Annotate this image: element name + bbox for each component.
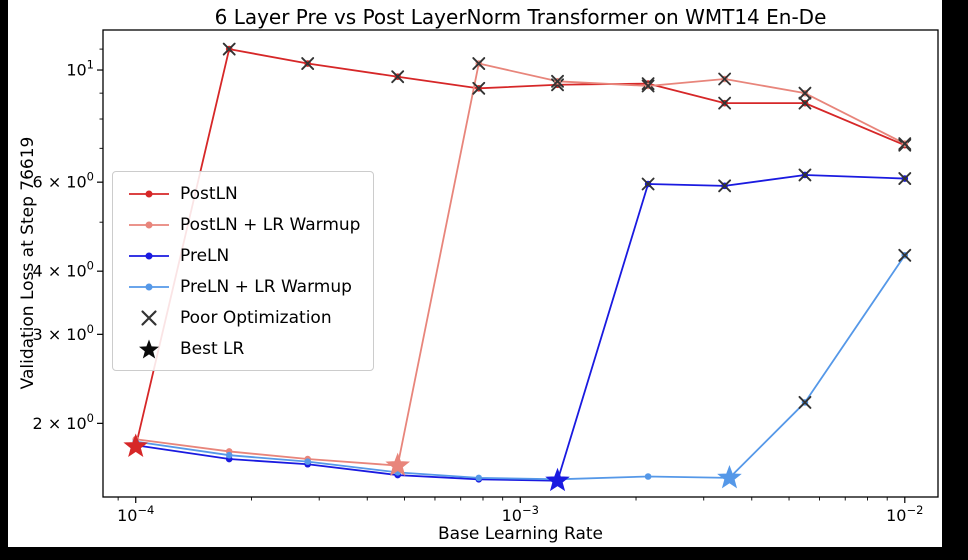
best-lr-marker <box>545 467 570 492</box>
star-marker-icon <box>139 339 159 358</box>
legend-item-label: PreLN + LR Warmup <box>180 276 352 297</box>
chart-title: 6 Layer Pre vs Post LayerNorm Transforme… <box>214 5 827 29</box>
series-line-preln <box>135 174 905 482</box>
best-lr-marker <box>385 452 410 477</box>
series-line-postln-lr-warmup <box>135 62 906 467</box>
poor-optimization-marker <box>718 179 732 193</box>
poor-optimization-marker <box>898 137 912 151</box>
poor-optimization-marker <box>472 81 486 95</box>
legend-star <box>139 339 159 358</box>
legend: PostLN PostLN + LR Warmup PreLN PreLN + LR … <box>112 171 375 371</box>
x-tick-label: 10−2 <box>886 503 923 525</box>
line-dot-marker-icon <box>129 283 169 290</box>
data-point <box>304 458 311 465</box>
poor-optimization-marker <box>798 96 812 110</box>
poor-optimization-marker <box>551 74 564 88</box>
y-tick-label: 2 × 100 <box>33 411 94 433</box>
legend-item-label: Poor Optimization <box>180 307 332 328</box>
x-marker-icon <box>141 309 157 326</box>
legend-item-label: PostLN <box>180 183 238 204</box>
best-lr-marker <box>717 464 742 489</box>
legend-dot <box>145 252 153 259</box>
legend-item-postln-lr-warmup: PostLN + LR Warmup <box>126 210 360 239</box>
x-axis-label: Base Learning Rate <box>438 524 603 544</box>
legend-item-label: PostLN + LR Warmup <box>180 214 361 235</box>
legend-item-poor-optimization: Poor Optimization <box>126 303 360 332</box>
figure: 10−4 10−3 10−2 101 6 × 100 4 × 100 3 × 100 2 × … <box>8 0 942 547</box>
line-dot-marker-icon <box>129 190 169 197</box>
legend-item-best-lr: Best LR <box>126 334 360 363</box>
poor-optimization-marker <box>718 96 732 110</box>
legend-item-preln: PreLN <box>126 241 360 270</box>
series-line-postln <box>134 48 906 447</box>
poor-optimization-marker <box>641 79 655 93</box>
legend-item-preln-lr-warmup: PreLN + LR Warmup <box>126 272 360 301</box>
poor-optimization-marker <box>798 168 812 182</box>
poor-optimization-marker <box>551 78 564 92</box>
poor-optimization-marker <box>898 248 912 262</box>
legend-item-label: PreLN <box>180 245 230 266</box>
poor-optimization-marker <box>898 172 912 185</box>
poor-optimization-marker <box>301 57 315 70</box>
poor-optimization-marker <box>798 86 812 100</box>
data-point <box>475 474 483 482</box>
y-tick-label: 6 × 100 <box>33 170 94 192</box>
plot-area: 10−4 10−3 10−2 101 6 × 100 4 × 100 3 × 100 2 × … <box>33 29 939 525</box>
y-tick-label: 4 × 100 <box>33 259 94 281</box>
poor-optimization-marker <box>222 42 236 56</box>
poor-optimization-marker <box>798 395 812 409</box>
data-point <box>644 473 652 480</box>
best-lr-marker <box>123 433 149 457</box>
line-dot-marker-icon <box>129 252 169 259</box>
poor-optimization-marker <box>718 72 732 86</box>
poor-optimization-marker <box>641 177 655 191</box>
x-tick-label: 10−3 <box>502 503 539 525</box>
line-dot-marker-icon <box>129 221 169 228</box>
poor-optimization-marker <box>472 57 486 70</box>
legend-dot <box>145 190 153 197</box>
legend-item-postln: PostLN <box>126 179 360 208</box>
legend-dot <box>145 221 153 228</box>
poor-optimization-marker <box>391 70 405 84</box>
series-line-preln-lr-warmup <box>135 254 906 481</box>
y-axis-label: Validation Loss at Step 76619 <box>18 136 38 390</box>
legend-x <box>141 309 157 326</box>
x-tick-label: 10−4 <box>117 503 154 525</box>
legend-item-label: Best LR <box>180 338 245 359</box>
legend-dot <box>145 283 153 290</box>
y-tick-label: 101 <box>66 58 94 80</box>
data-point <box>225 451 233 459</box>
y-tick-label: 3 × 100 <box>33 322 94 344</box>
